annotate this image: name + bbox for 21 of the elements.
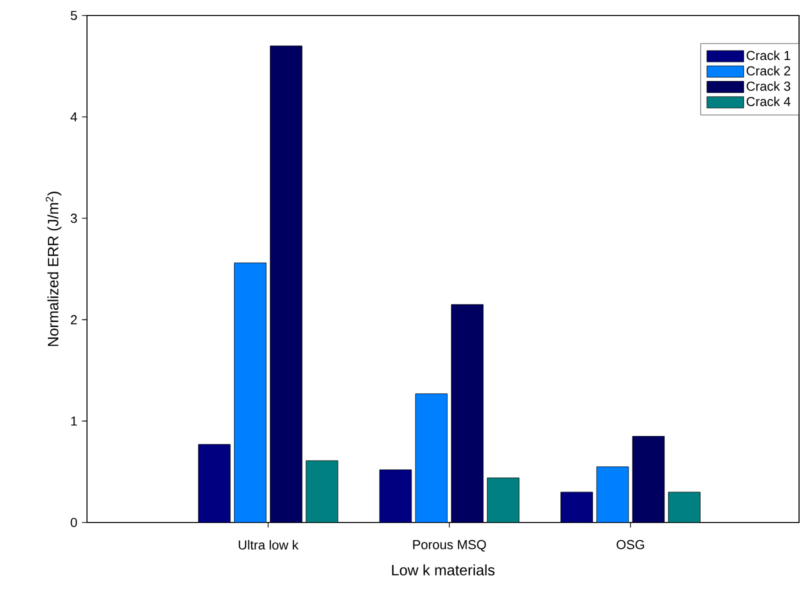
bar bbox=[451, 304, 484, 522]
x-tick-label: Porous MSQ bbox=[413, 540, 486, 552]
bar bbox=[632, 436, 665, 522]
bar bbox=[270, 46, 302, 522]
y-tick-label: 2 bbox=[70, 315, 77, 324]
x-axis-title: Low k materials bbox=[392, 564, 495, 576]
legend-label: Crack 3 bbox=[746, 81, 790, 91]
legend-label: Crack 4 bbox=[746, 96, 790, 106]
x-tick-label: Ultra low k bbox=[238, 540, 299, 550]
x-tick-label: OSG bbox=[616, 540, 644, 550]
y-tick-label: 4 bbox=[70, 112, 78, 122]
y-tick-label: 0 bbox=[70, 518, 77, 528]
bar bbox=[306, 460, 338, 522]
bar bbox=[486, 478, 520, 522]
y-axis-title: Normalized ERR (J/m$^{2}$) bbox=[46, 192, 62, 346]
bar bbox=[668, 492, 701, 522]
y-tick-label: 3 bbox=[70, 214, 77, 223]
legend-label: Crack 1 bbox=[746, 50, 790, 60]
y-tick-label: 1 bbox=[71, 416, 77, 426]
legend-label: Crack 2 bbox=[746, 66, 790, 76]
y-tick-label: 5 bbox=[70, 10, 77, 20]
